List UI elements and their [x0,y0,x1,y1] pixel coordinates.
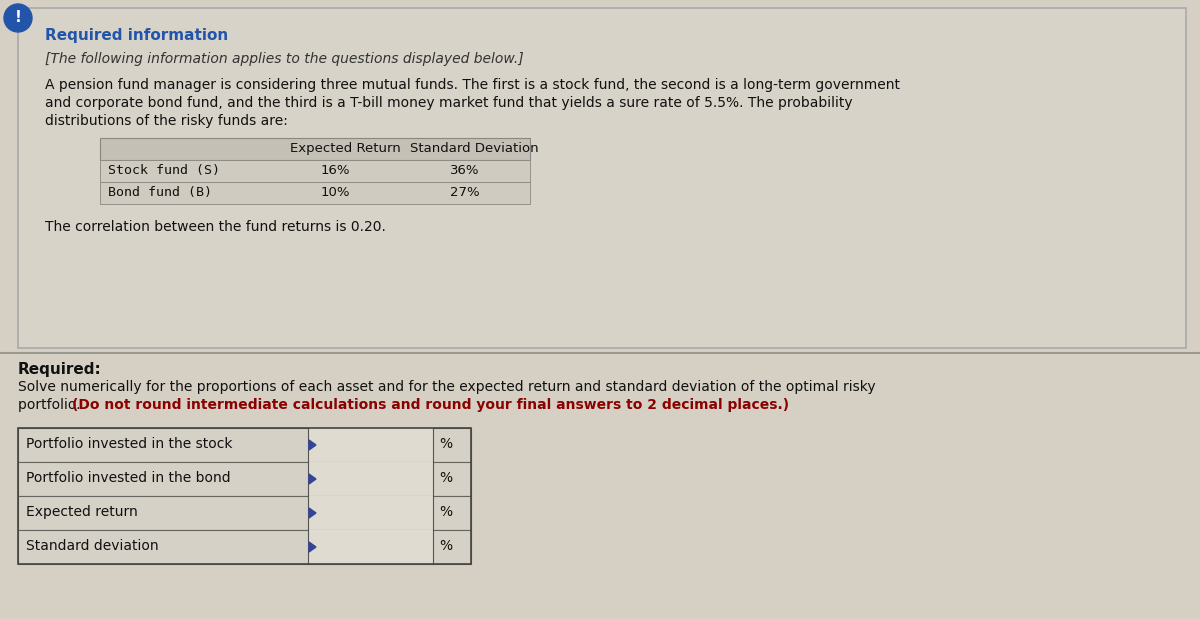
Text: [The following information applies to the questions displayed below.]: [The following information applies to th… [46,52,523,66]
Text: (Do not round intermediate calculations and round your final answers to 2 decima: (Do not round intermediate calculations … [72,398,790,412]
Text: A pension fund manager is considering three mutual funds. The first is a stock f: A pension fund manager is considering th… [46,78,900,92]
Text: 16%: 16% [320,164,349,177]
Text: Bond fund (B): Bond fund (B) [108,186,212,199]
Text: %: % [439,471,452,485]
Text: Expected Return: Expected Return [290,142,401,155]
Text: Portfolio invested in the bond: Portfolio invested in the bond [26,471,230,485]
Text: %: % [439,505,452,519]
Bar [100,138,530,160]
Text: Standard Deviation: Standard Deviation [410,142,539,155]
Bar [308,496,433,530]
Circle shape [4,4,32,32]
Text: The correlation between the fund returns is 0.20.: The correlation between the fund returns… [46,220,386,234]
Bar [308,462,433,496]
Text: Required information: Required information [46,28,228,43]
Text: Solve numerically for the proportions of each asset and for the expected return : Solve numerically for the proportions of… [18,380,876,394]
Polygon shape [310,474,316,484]
Text: 27%: 27% [450,186,480,199]
Bar [308,530,433,564]
Text: %: % [439,437,452,451]
Text: portfolio.: portfolio. [18,398,85,412]
Polygon shape [310,508,316,518]
Bar [18,428,470,462]
Bar [100,160,530,182]
Bar [308,428,433,462]
Bar [18,530,470,564]
Text: Standard deviation: Standard deviation [26,539,158,553]
Bar [18,428,470,564]
Bar [18,8,1186,348]
Text: distributions of the risky funds are:: distributions of the risky funds are: [46,114,288,128]
Text: %: % [439,539,452,553]
Bar [18,462,470,496]
Text: Required:: Required: [18,362,102,377]
Text: Portfolio invested in the stock: Portfolio invested in the stock [26,437,233,451]
Text: Expected return: Expected return [26,505,138,519]
Text: and corporate bond fund, and the third is a T-bill money market fund that yields: and corporate bond fund, and the third i… [46,96,853,110]
Text: Stock fund (S): Stock fund (S) [108,164,220,177]
Text: 10%: 10% [320,186,349,199]
Bar [18,496,470,530]
Bar [100,182,530,204]
Polygon shape [310,542,316,552]
Text: 36%: 36% [450,164,480,177]
Polygon shape [310,440,316,450]
Text: !: ! [14,11,22,25]
